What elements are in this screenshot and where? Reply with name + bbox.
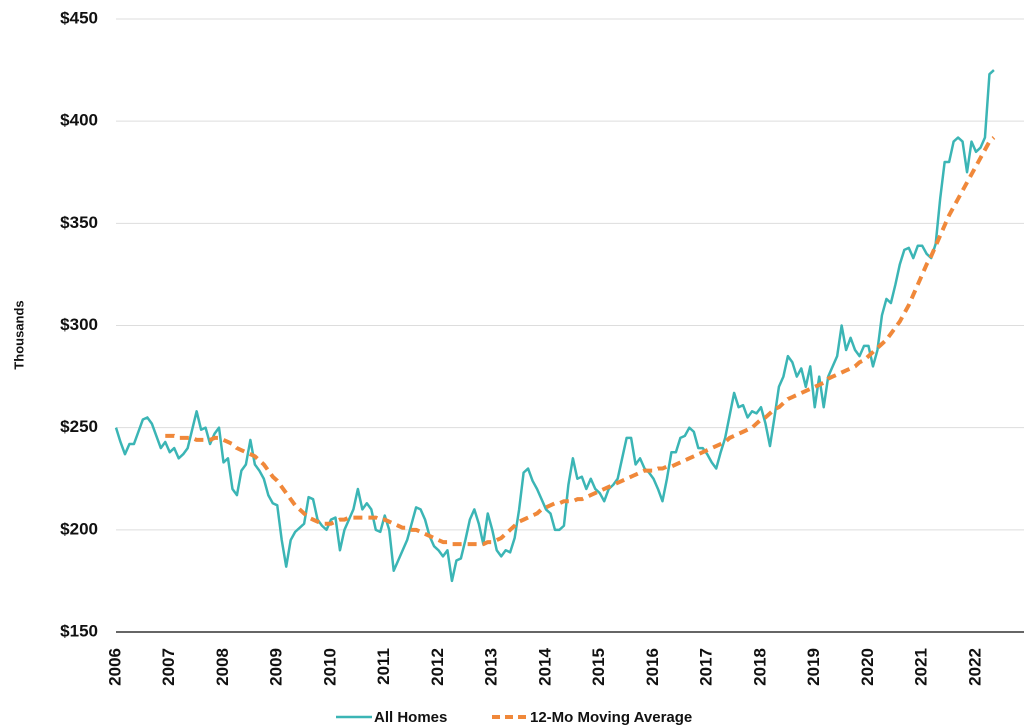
x-tick-label: 2016 (643, 648, 662, 686)
x-tick-label: 2021 (912, 648, 931, 686)
legend-label: All Homes (374, 709, 447, 726)
y-tick-label: $400 (60, 111, 98, 130)
x-tick-label: 2013 (482, 648, 501, 686)
x-tick-label: 2012 (428, 648, 447, 686)
x-tick-label: 2006 (105, 648, 124, 686)
x-tick-label: 2008 (213, 648, 232, 686)
y-tick-label: $200 (60, 519, 98, 538)
series-line (165, 136, 996, 547)
x-tick-label: 2020 (858, 648, 877, 686)
x-tick-label: 2018 (750, 648, 769, 686)
y-tick-label: $150 (60, 621, 98, 640)
y-axis-label: Thousands (11, 300, 26, 369)
y-tick-label: $450 (60, 8, 98, 27)
y-tick-label: $250 (60, 417, 98, 436)
legend-label: 12-Mo Moving Average (530, 709, 692, 726)
x-tick-label: 2019 (804, 648, 823, 686)
x-tick-label: 2014 (535, 647, 554, 685)
y-tick-label: $300 (60, 315, 98, 334)
x-tick-label: 2011 (374, 648, 393, 685)
x-tick-label: 2017 (697, 648, 716, 686)
series-line (114, 69, 995, 583)
x-tick-label: 2010 (320, 648, 339, 686)
x-tick-label: 2009 (267, 648, 286, 686)
x-tick-label: 2007 (159, 648, 178, 686)
x-tick-label: 2015 (589, 648, 608, 686)
x-tick-label: 2022 (965, 648, 984, 686)
y-tick-label: $350 (60, 213, 98, 232)
